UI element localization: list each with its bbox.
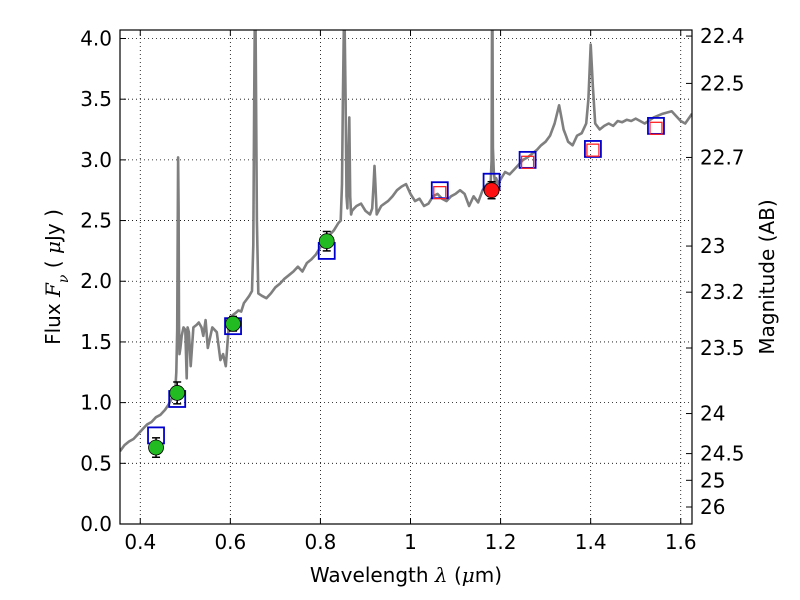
observed-photometry-point: [169, 385, 186, 401]
right-axis-label: Magnitude (AB): [755, 199, 779, 354]
right-tick-label: 22.5: [700, 71, 745, 95]
spectrum-series: [120, 30, 692, 452]
y-tick-label: 3.5: [80, 87, 112, 111]
right-tick-label: 25: [700, 468, 725, 492]
y-axis-label-close: Jy ): [41, 209, 65, 243]
y-tick-label: 4.0: [80, 26, 112, 50]
upper-limit-square: [586, 143, 600, 157]
x-tick-label: 1.6: [665, 530, 697, 554]
x-tick-label: 1.2: [485, 530, 517, 554]
y-tick-label: 0.5: [80, 451, 112, 475]
x-tick-label: 0.4: [124, 530, 156, 554]
right-tick-label: 22.4: [700, 24, 745, 48]
x-tick-label: 0.8: [305, 530, 337, 554]
upper-limit-square: [649, 121, 663, 135]
y-tick-label: 0.0: [80, 512, 112, 536]
x-tick-label: 1.4: [575, 530, 607, 554]
y-axis-label-text: Flux: [41, 297, 65, 345]
upper-limit-square: [520, 155, 535, 169]
x-axis-label-text: Wavelength: [310, 563, 435, 587]
y-tick-label: 3.0: [80, 148, 112, 172]
tick-labels: 0.4 0.6 0.8 1 1.2 1.4 1.6 0.0 0.5 1.0 1.5 2.0 2.5 3.0…: [80, 24, 744, 554]
y-axis-label-mu: μ: [41, 241, 65, 254]
x-tick-label: 0.6: [214, 530, 246, 554]
y-tick-label: 2.0: [80, 269, 112, 293]
axes: [119, 29, 693, 525]
y-axis-label-f: F: [41, 282, 65, 298]
y-tick-label: 1.0: [80, 391, 112, 415]
y-axis-label: Flux Fν ( μJy ): [41, 209, 72, 345]
grid-lines: [120, 30, 692, 525]
x-axis-label-open: (: [448, 563, 462, 587]
x-axis-label-mu: μ: [462, 563, 475, 587]
photometry-markers: [147, 116, 665, 458]
observed-photometry-point: [225, 315, 241, 332]
y-tick-label: 2.5: [80, 209, 112, 233]
y-axis-label-nu: ν: [56, 274, 72, 283]
y-axis-label-open: (: [41, 254, 65, 275]
right-tick-label: 24.5: [700, 442, 745, 466]
observed-photometry-point: [148, 439, 164, 456]
right-tick-label: 24: [700, 402, 725, 426]
x-axis-label-close: m): [475, 563, 502, 587]
plot-frame: [119, 29, 693, 525]
observed-photometry-point: [318, 233, 335, 250]
x-axis-label: Wavelength λ (μm): [310, 563, 502, 587]
right-tick-label: 23.2: [700, 280, 745, 304]
x-axis-label-lambda: λ: [434, 563, 448, 587]
upper-limit-square: [433, 185, 447, 200]
right-tick-label: 26: [700, 495, 725, 519]
observed-photometry-point: [483, 182, 500, 199]
x-tick-label: 1: [404, 530, 417, 554]
right-tick-label: 23.5: [700, 336, 745, 360]
right-tick-label: 23: [700, 234, 725, 258]
right-tick-label: 22.7: [700, 145, 745, 169]
spectrum-line: [120, 30, 692, 452]
y-tick-label: 1.5: [80, 330, 112, 354]
model-photometry-square: [584, 140, 602, 158]
